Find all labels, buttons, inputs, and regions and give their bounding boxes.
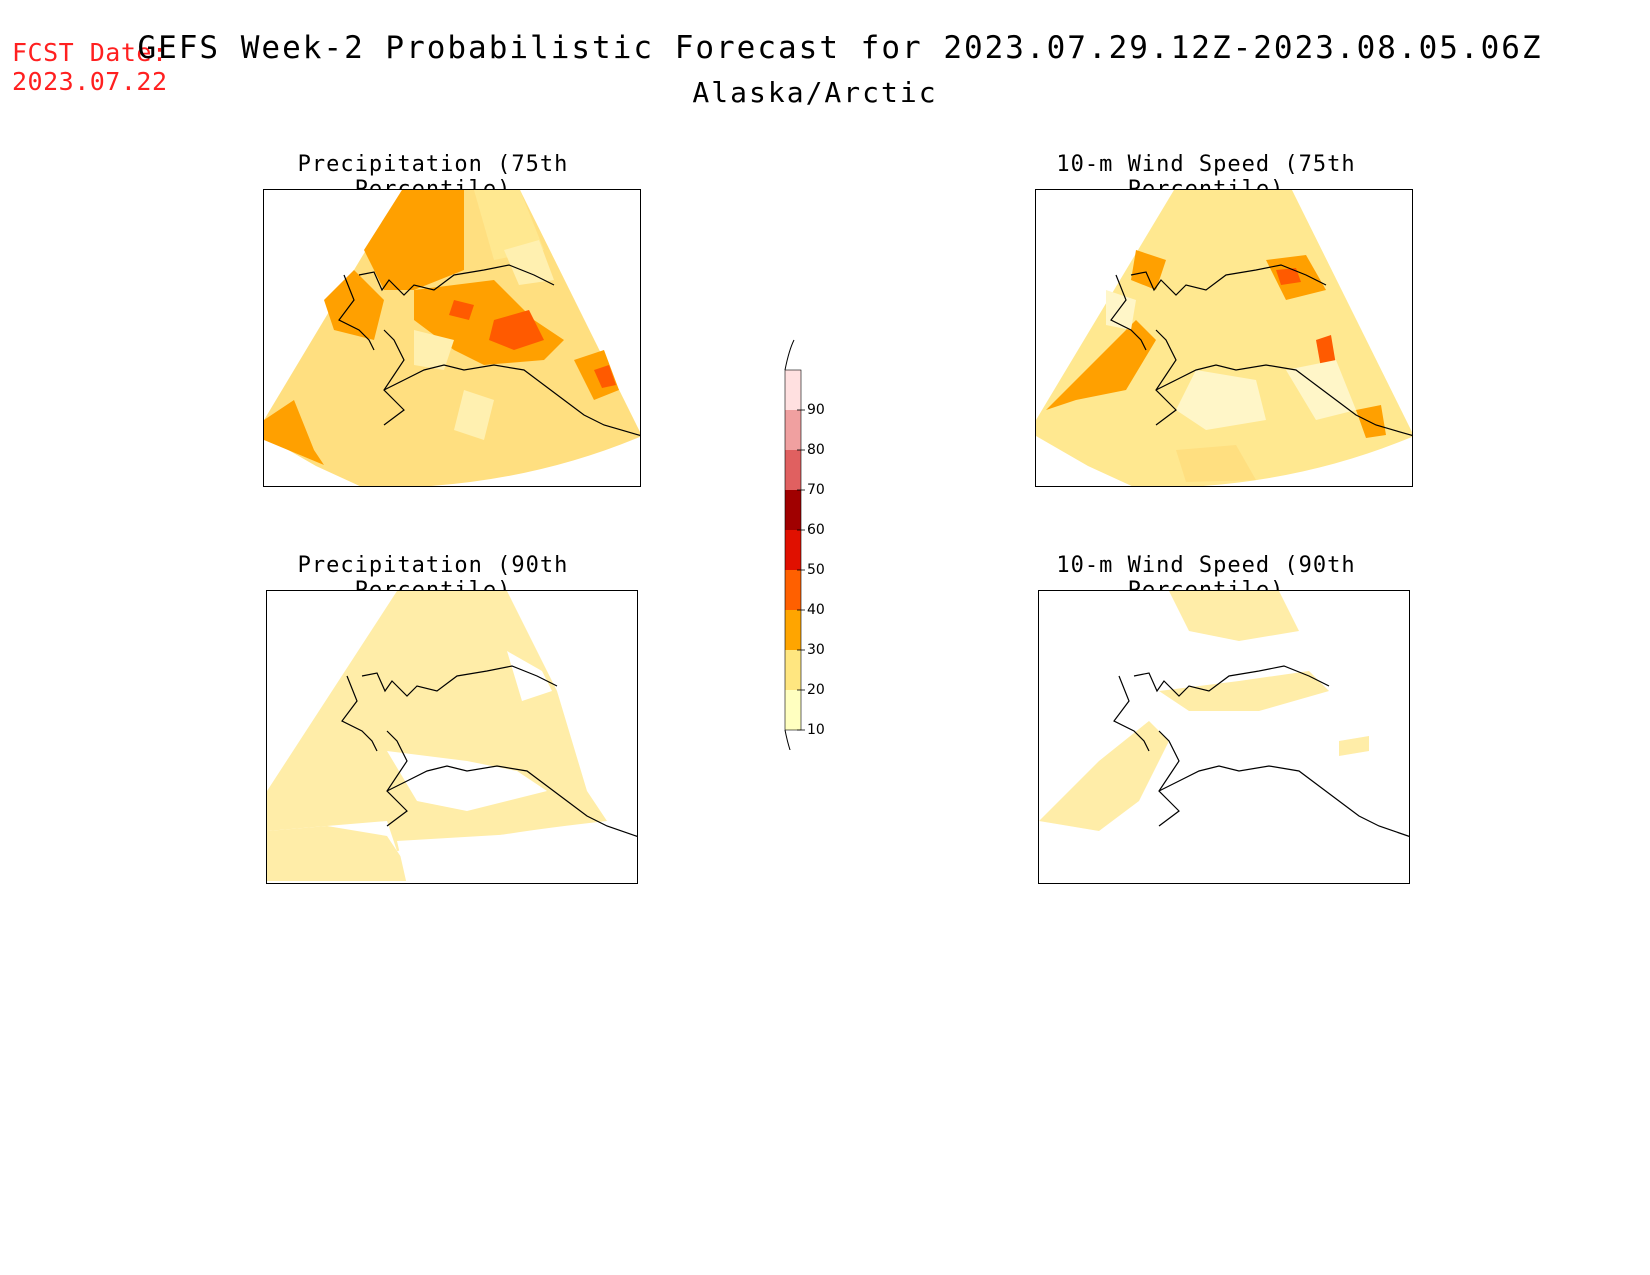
forecast-date: FCST Date: 2023.07.22 [12, 38, 168, 96]
colorbar-tick-label: 50 [807, 562, 825, 578]
colorbar-segment [785, 690, 801, 730]
colorbar-bottom-tail [784, 729, 795, 761]
colorbar-tick-label: 30 [807, 642, 825, 658]
map-precip-90 [266, 590, 638, 884]
map-wind-90 [1038, 590, 1410, 884]
colorbar-graphic: 10 20 30 40 50 60 70 80 90 [784, 339, 825, 761]
forecast-date-label: FCST Date: [12, 38, 168, 67]
colorbar: 10 20 30 40 50 60 70 80 90 [780, 330, 870, 761]
map-precip-75 [263, 189, 641, 487]
colorbar-segment [785, 610, 801, 650]
colorbar-segment [785, 570, 801, 610]
colorbar-segment [785, 370, 801, 410]
colorbar-segment [785, 410, 801, 450]
colorbar-tick-label: 40 [807, 602, 825, 618]
colorbar-top-tail [784, 339, 795, 371]
colorbar-tick-label: 80 [807, 442, 825, 458]
colorbar-segment [785, 530, 801, 570]
colorbar-tick-label: 10 [807, 722, 825, 738]
region-subtitle: Alaska/Arctic [692, 76, 938, 109]
colorbar-outline [784, 369, 802, 731]
colorbar-tick-label: 70 [807, 482, 825, 498]
colorbar-tick-label: 90 [807, 402, 825, 418]
colorbar-tick-label: 60 [807, 522, 825, 538]
colorbar-tick-label: 20 [807, 682, 825, 698]
page-title: GEFS Week-2 Probabilistic Forecast for 2… [137, 30, 1543, 66]
map-wind-75 [1035, 189, 1413, 487]
forecast-date-value: 2023.07.22 [12, 67, 168, 96]
colorbar-segment [785, 650, 801, 690]
colorbar-segment [785, 490, 801, 530]
colorbar-segment [785, 450, 801, 490]
